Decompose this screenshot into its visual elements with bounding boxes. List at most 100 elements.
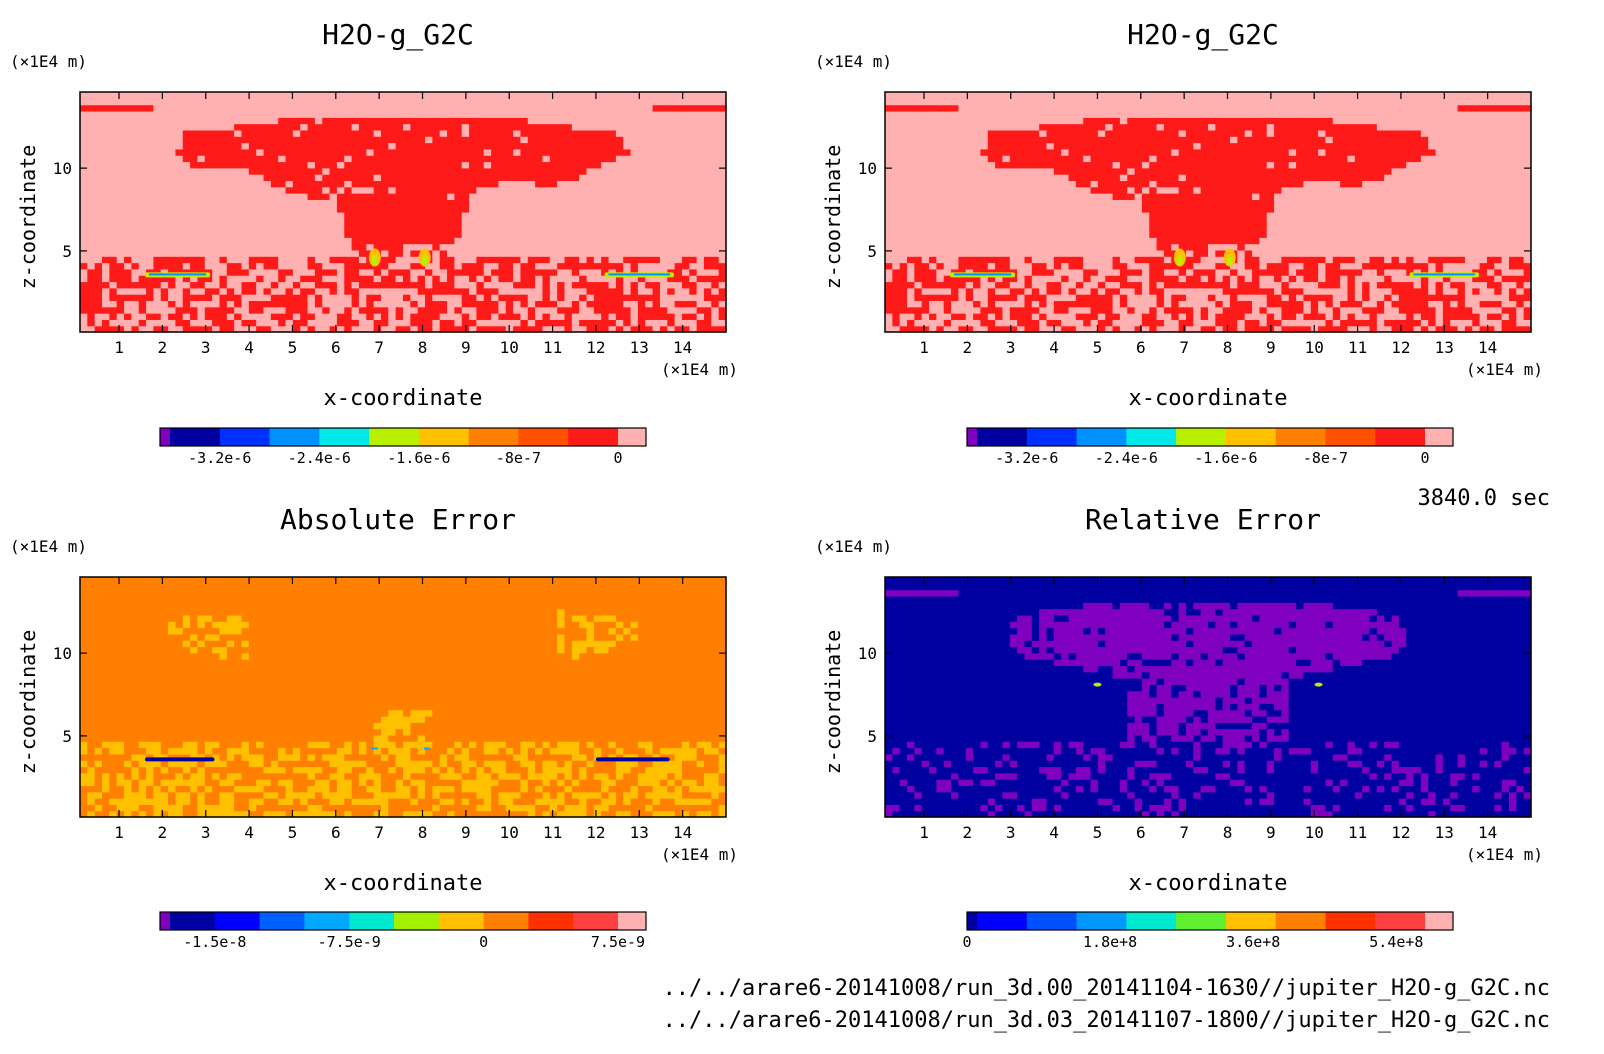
heatmap-cell (314, 237, 323, 245)
heatmap-cell (373, 117, 382, 125)
heatmap-cell (102, 230, 110, 238)
heatmap-cell (549, 167, 558, 175)
heatmap-cell (1134, 186, 1143, 194)
heatmap-cell (943, 110, 952, 118)
heatmap-cell (958, 325, 967, 333)
heatmap-cell (373, 287, 382, 295)
heatmap-cell (711, 275, 720, 283)
heatmap-cell (659, 129, 668, 137)
heatmap-cell (1053, 129, 1062, 137)
heatmap-cell (491, 212, 500, 219)
heatmap-cell (116, 275, 125, 283)
heatmap-cell (278, 306, 287, 314)
heatmap-cell (256, 224, 265, 232)
heatmap-cell (160, 199, 169, 207)
heatmap-cell (542, 243, 551, 251)
heatmap-cell (892, 224, 901, 232)
heatmap-cell (1127, 294, 1136, 302)
heatmap-cell (491, 256, 500, 264)
heatmap-cell (696, 294, 705, 302)
heatmap-cell (1178, 136, 1187, 144)
heatmap-cell (899, 110, 908, 118)
heatmap-cell (417, 199, 426, 207)
heatmap-cell (160, 193, 169, 200)
heatmap-cell (403, 256, 411, 264)
heatmap-cell (973, 92, 982, 99)
heatmap-cell (1024, 174, 1033, 182)
heatmap-cell (1119, 193, 1128, 200)
heatmap-cell (329, 110, 338, 118)
heatmap-cell (1046, 92, 1055, 99)
heatmap-cell (116, 212, 125, 219)
heatmap-cell (718, 300, 727, 308)
heatmap-cell (980, 281, 989, 289)
heatmap-cell (1061, 148, 1070, 156)
heatmap-cell (417, 180, 426, 188)
heatmap-cell (1061, 167, 1070, 175)
heatmap-cell (234, 186, 243, 194)
heatmap-cell (373, 104, 382, 112)
heatmap-cell (395, 249, 404, 257)
heatmap-cell (936, 123, 945, 131)
heatmap-cell (1105, 104, 1114, 112)
heatmap-cell (124, 186, 132, 194)
heatmap-cell (593, 167, 602, 175)
heatmap-cell (1002, 237, 1011, 245)
heatmap-cell (1002, 161, 1011, 169)
heatmap-cell (153, 300, 162, 308)
heatmap-cell (109, 129, 118, 137)
heatmap-cell (1097, 98, 1106, 106)
heatmap-cell (1149, 161, 1158, 169)
heatmap-cell (1163, 193, 1172, 200)
heatmap-cell (366, 136, 375, 144)
heatmap-cell (1039, 161, 1048, 169)
heatmap-cell (226, 129, 235, 137)
heatmap-cell (351, 180, 360, 188)
heatmap-cell (248, 237, 257, 245)
heatmap-cell (1171, 193, 1180, 200)
heatmap-cell (94, 193, 103, 200)
heatmap-cell (586, 256, 595, 264)
heatmap-cell (914, 148, 923, 156)
heatmap-cell (718, 104, 727, 112)
heatmap-cell (1127, 281, 1136, 289)
heatmap-cell (425, 92, 433, 99)
heatmap-cell (160, 110, 169, 118)
heatmap-cell (300, 205, 309, 213)
heatmap-cell (109, 262, 118, 270)
heatmap-cell (1061, 98, 1070, 106)
heatmap-cell (564, 104, 573, 112)
heatmap-cell (425, 275, 433, 283)
heatmap-cell (1112, 186, 1121, 194)
heatmap-cell (270, 300, 279, 308)
heatmap-cell (980, 313, 989, 320)
heatmap-cell (1039, 98, 1048, 106)
heatmap-cell (564, 174, 573, 182)
heatmap-cell (943, 117, 952, 125)
heatmap-cell (535, 319, 544, 327)
heatmap-cell (358, 123, 367, 131)
heatmap-cell (1046, 224, 1055, 232)
colorbar-swatch (319, 428, 370, 446)
heatmap-cell (278, 104, 287, 112)
heatmap-cell (1031, 249, 1040, 257)
heatmap-cell (929, 98, 937, 106)
heatmap-cell (958, 180, 967, 188)
heatmap-cell (447, 142, 455, 150)
heatmap-cell (366, 148, 375, 156)
heatmap-cell (943, 256, 952, 264)
heatmap-cell (491, 300, 500, 308)
heatmap-cell (116, 193, 125, 200)
heatmap-cell (1002, 167, 1011, 175)
heatmap-cell (513, 268, 522, 276)
heatmap-cell (703, 300, 712, 308)
heatmap-cell (351, 224, 360, 232)
heatmap-cell (645, 300, 654, 308)
heatmap-cell (645, 167, 654, 175)
heatmap-cell (921, 275, 930, 283)
heatmap-cell (300, 193, 309, 200)
heatmap-cell (219, 230, 228, 238)
heatmap-cell (1134, 224, 1143, 232)
heatmap-cell (542, 306, 551, 314)
heatmap-cell (314, 123, 323, 131)
